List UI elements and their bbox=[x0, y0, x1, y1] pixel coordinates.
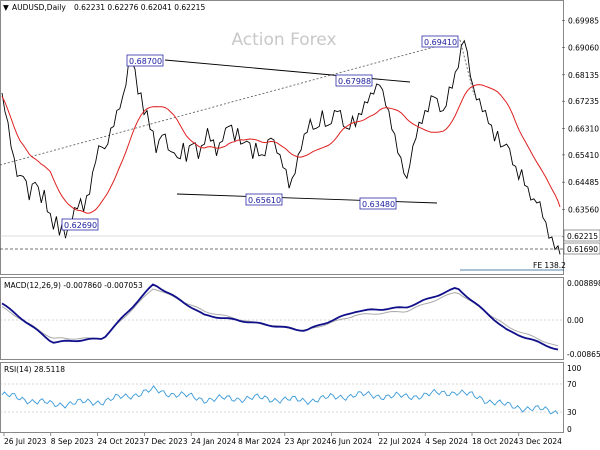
price-axis-label: 0.66310 bbox=[568, 125, 599, 134]
x-axis-label: 6 Jun 2024 bbox=[332, 437, 373, 446]
annotation-box bbox=[335, 74, 373, 87]
rsi-level-70: 70 bbox=[567, 380, 577, 389]
macd-label: MACD(12,26,9) -0.007860 -0.007053 bbox=[4, 281, 143, 290]
rsi-series bbox=[1, 385, 559, 415]
target-price-label: 0.61690 bbox=[567, 245, 598, 254]
rsi-level-0: 0 bbox=[567, 425, 572, 434]
rsi-level-30: 30 bbox=[567, 408, 577, 417]
annotation-box bbox=[245, 193, 283, 206]
price-axis-label: 0.68135 bbox=[568, 71, 599, 80]
macd-level-bottom: -0.008658 bbox=[567, 350, 600, 359]
current-price-label: 0.62215 bbox=[567, 232, 598, 241]
annotation-box bbox=[61, 218, 99, 231]
rsi-level-100: 100 bbox=[567, 364, 582, 373]
annotation-label: 0.65610 bbox=[248, 196, 281, 205]
x-axis-label: 4 Sep 2024 bbox=[425, 437, 468, 446]
price-axis-label: 0.65410 bbox=[568, 151, 599, 160]
x-axis: 26 Jul 2023 8 Sep 2023 24 Oct 2023 7 Dec 20… bbox=[3, 433, 562, 446]
x-axis-label: 18 Oct 2024 bbox=[472, 437, 519, 446]
x-axis-label: 7 Dec 2023 bbox=[144, 437, 187, 446]
annotation-box bbox=[359, 197, 397, 210]
annotation-label: 0.62690 bbox=[64, 221, 97, 230]
symbol-label: AUDUSD,Daily bbox=[12, 3, 66, 12]
price-axis-label: 0.69060 bbox=[568, 44, 599, 53]
annotation-label: 0.69410 bbox=[424, 38, 457, 47]
price-axis-label: 0.63560 bbox=[568, 205, 599, 214]
x-axis-label: 3 Dec 2024 bbox=[519, 437, 562, 446]
x-axis-label: 24 Jan 2024 bbox=[191, 437, 236, 446]
rsi-label: RSI(14) 28.5118 bbox=[4, 365, 65, 374]
projection-dotted-line bbox=[459, 39, 475, 96]
annotation-boxes: 0.68700 0.69410 0.67988 0.65610 0.63480 0.626… bbox=[61, 35, 459, 231]
lower-trendline bbox=[176, 193, 438, 204]
macd-level-top: 0.008898 bbox=[567, 279, 600, 288]
moving-average-series bbox=[1, 84, 561, 214]
macd-panel-frame bbox=[0, 277, 564, 360]
current-price-box bbox=[563, 229, 600, 242]
x-axis-label: 23 Apr 2024 bbox=[285, 437, 332, 446]
price-series bbox=[1, 39, 561, 255]
rising-dotted-trendline bbox=[0, 39, 461, 166]
watermark: Action Forex bbox=[231, 30, 336, 50]
annotation-label: 0.63480 bbox=[362, 200, 395, 209]
x-axis-label: 26 Jul 2023 bbox=[4, 437, 47, 446]
annotation-box bbox=[126, 54, 164, 67]
price-panel-frame bbox=[0, 0, 564, 275]
chart-arrow-icon: ▼ bbox=[3, 3, 9, 12]
price-axis-label: 0.64485 bbox=[568, 178, 599, 187]
ohlc-label: 0.62231 0.62276 0.62041 0.62215 bbox=[74, 3, 205, 12]
trendlines bbox=[0, 39, 475, 204]
macd-level-zero: 0.00 bbox=[567, 316, 584, 325]
macd-signal-series bbox=[1, 288, 559, 347]
price-axis-label: 0.69985 bbox=[568, 16, 599, 25]
fe-label: FE 138.2 bbox=[533, 261, 566, 270]
annotation-box bbox=[421, 35, 459, 48]
price-axis-label: 0.67235 bbox=[568, 97, 599, 106]
x-axis-label: 24 Oct 2023 bbox=[98, 437, 145, 446]
target-price-box bbox=[563, 242, 600, 255]
price-axis: 0.69985 0.69060 0.68135 0.67235 0.66310 0.654… bbox=[562, 16, 599, 242]
upper-trendline bbox=[164, 59, 411, 83]
macd-series bbox=[1, 283, 559, 351]
x-axis-label: 8 Mar 2024 bbox=[238, 437, 281, 446]
x-axis-label: 22 Jul 2024 bbox=[378, 437, 421, 446]
annotation-label: 0.68700 bbox=[129, 57, 162, 66]
annotation-label: 0.67988 bbox=[338, 77, 371, 86]
x-axis-label: 8 Sep 2023 bbox=[51, 437, 94, 446]
rsi-panel-frame bbox=[0, 362, 564, 433]
